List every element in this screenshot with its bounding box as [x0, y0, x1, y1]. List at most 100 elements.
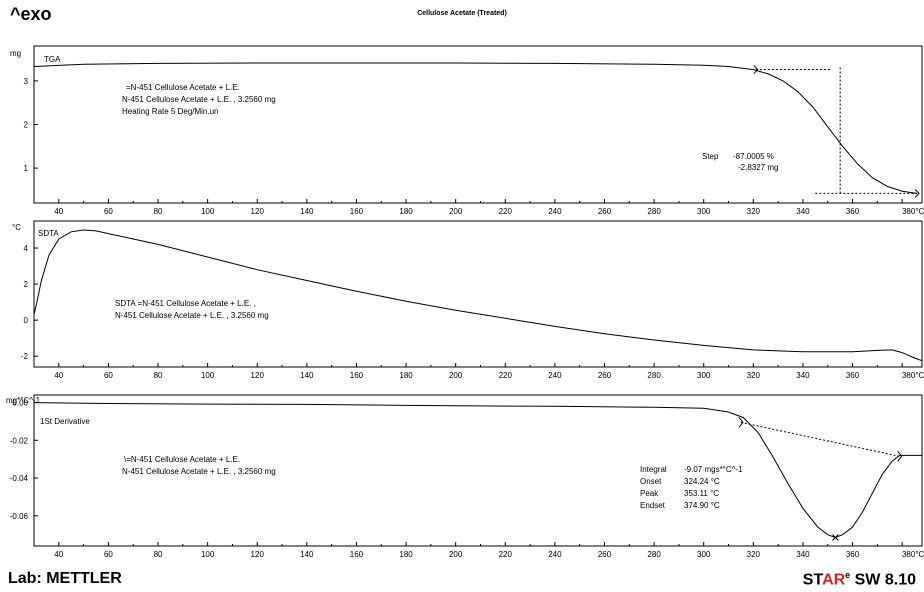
sdta-y-tick-label: 4	[24, 244, 29, 253]
tga-step-mass: -2.8327 mg	[738, 163, 778, 172]
tga-y-tick-label: 2	[24, 121, 29, 130]
derivative-limit-marker	[738, 417, 744, 428]
tga-annotation-3: Heating Rate 5 Deg/Min.un	[122, 107, 219, 116]
software-sup: e	[845, 570, 851, 580]
tga-x-tick-label: 300	[697, 207, 711, 216]
tga-y-tick-label: 1	[24, 164, 29, 173]
derivative-x-tick-label: 60	[104, 550, 113, 559]
result-onset-label: Onset	[640, 477, 662, 486]
derivative-x-tick-label: 260	[598, 550, 612, 559]
derivative-annotation-1: \=N-451 Cellulose Acetate + L.E.	[124, 455, 240, 464]
result-integral-label: Integral	[640, 465, 667, 474]
tga-x-tick-label: 60	[104, 207, 113, 216]
derivative-x-tick-label: 280	[647, 550, 661, 559]
derivative-y-tick-label: -0.06	[10, 512, 29, 521]
derivative-x-tick-label: 300	[697, 550, 711, 559]
derivative-x-tick-label: 200	[449, 550, 463, 559]
derivative-y-tick-label: -0.02	[10, 436, 29, 445]
sdta-x-tick-label: 360	[846, 371, 860, 380]
sdta-x-tick-label: 300	[697, 371, 711, 380]
tga-unit-label: mg	[10, 49, 21, 58]
sdta-x-tick-label: 180	[399, 371, 413, 380]
sdta-x-tick-label: 160	[350, 371, 364, 380]
exo-label: ^exo	[10, 4, 52, 24]
tga-step-start-marker	[753, 65, 759, 74]
sdta-x-tick-label: 80	[154, 371, 163, 380]
sdta-x-tick-label: 340	[796, 371, 810, 380]
software-accent: AR	[822, 571, 846, 589]
derivative-x-tick-label: 40	[54, 550, 63, 559]
derivative-x-tick-label: 240	[548, 550, 562, 559]
derivative-limit-marker	[897, 451, 903, 462]
tga-annotation-2: N-451 Cellulose Acetate + L.E. , 3.2560 …	[122, 95, 276, 104]
chart-title: Cellulose Acetate (Treated)	[417, 10, 507, 17]
derivative-baseline-and-marker	[738, 417, 903, 541]
sdta-x-tick-label: 240	[548, 371, 562, 380]
sdta-unit-label: °C	[12, 223, 21, 232]
tga-x-tick-label: 220	[499, 207, 513, 216]
sdta-x-tick-label: 380°C	[902, 371, 924, 380]
sdta-x-tick-label: 260	[598, 371, 612, 380]
software-prefix: ST	[802, 571, 823, 589]
result-integral-value: -9.07 mgs*°C^-1	[684, 465, 743, 474]
derivative-y-tick-label: -0.04	[10, 474, 29, 483]
tga-x-tick-label: 200	[449, 207, 463, 216]
sdta-y-ticks: -2 0 2 4	[21, 244, 38, 361]
derivative-curve-label: 1St Derivative	[40, 417, 90, 426]
software-version: STARe SW 8.10	[803, 570, 916, 589]
tga-panel: mg TGA 1 2 3 40 60 80 100 120 140 160 180 200 220 24…	[10, 45, 924, 216]
tga-curve-label: TGA	[44, 55, 61, 64]
tga-x-tick-label: 260	[598, 207, 612, 216]
derivative-x-tick-label: 360	[846, 550, 860, 559]
sdta-x-tick-label: 140	[300, 371, 314, 380]
derivative-y-tick-label: 0.00	[12, 399, 28, 408]
derivative-x-ticks: 40 60 80 100 120 140 160 180 200 220 240 260 280 300 3…	[33, 542, 924, 559]
tga-step-label: Step	[702, 152, 719, 161]
tga-x-tick-label: 80	[154, 207, 163, 216]
sdta-x-tick-label: 320	[747, 371, 761, 380]
derivative-panel: mg*°C^-1 1St Derivative 0.00 -0.02 -0.04 -0…	[6, 394, 924, 559]
sdta-x-tick-label: 100	[201, 371, 215, 380]
tga-x-tick-label: 320	[747, 207, 761, 216]
tga-x-tick-label: 380°C	[902, 207, 924, 216]
software-suffix: SW 8.10	[850, 571, 916, 589]
lab-label: Lab: METTLER	[8, 570, 122, 587]
tga-y-tick-label: 3	[24, 77, 29, 86]
result-peak-value: 353.11 °C	[684, 489, 719, 498]
derivative-x-tick-label: 80	[154, 550, 163, 559]
sdta-y-tick-label: -2	[21, 352, 29, 361]
sdta-x-tick-label: 60	[104, 371, 113, 380]
derivative-baseline	[740, 421, 900, 457]
derivative-x-tick-label: 180	[399, 550, 413, 559]
tga-x-tick-label: 140	[300, 207, 314, 216]
tga-x-tick-label: 360	[846, 207, 860, 216]
derivative-x-tick-label: 340	[796, 550, 810, 559]
tga-x-tick-label: 160	[350, 207, 364, 216]
tga-x-tick-label: 180	[399, 207, 413, 216]
derivative-annotation-2: N-451 Cellulose Acetate + L.E. , 3.2560 …	[122, 467, 276, 476]
sdta-panel: °C SDTA -2 0 2 4 40 60 80 100 120 140 160 180 200 22…	[12, 220, 924, 380]
derivative-x-tick-label: 140	[300, 550, 314, 559]
derivative-curve	[33, 402, 922, 539]
sdta-curve-label: SDTA	[38, 229, 59, 238]
tga-x-tick-label: 240	[548, 207, 562, 216]
sdta-annotation-1: SDTA =N-451 Cellulose Acetate + L.E. ,	[115, 299, 256, 308]
tga-x-ticks: 40 60 80 100 120 140 160 180 200 220 240 260 280 300 3…	[33, 199, 924, 216]
derivative-x-tick-label: 320	[747, 550, 761, 559]
sdta-annotation-2: N-451 Cellulose Acetate + L.E. , 3.2560 …	[115, 311, 269, 320]
tga-annotation-1: =N-451 Cellulose Acetate + L.E.	[126, 83, 240, 92]
sdta-x-tick-label: 120	[251, 371, 265, 380]
result-endset-value: 374.90 °C	[684, 501, 720, 510]
tga-x-tick-label: 40	[54, 207, 63, 216]
derivative-x-tick-label: 100	[201, 550, 215, 559]
derivative-x-tick-label: 120	[251, 550, 265, 559]
result-endset-label: Endset	[640, 501, 666, 510]
sdta-frame	[33, 220, 923, 368]
derivative-unit-label: mg*°C^-1	[6, 396, 41, 405]
derivative-x-tick-label: 380°C	[902, 550, 924, 559]
tga-y-ticks: 1 2 3	[24, 77, 38, 173]
sdta-x-ticks: 40 60 80 100 120 140 160 180 200 220 240 260 280 300 3…	[33, 363, 924, 380]
tga-step-construction	[753, 65, 920, 198]
derivative-frame	[33, 394, 923, 547]
